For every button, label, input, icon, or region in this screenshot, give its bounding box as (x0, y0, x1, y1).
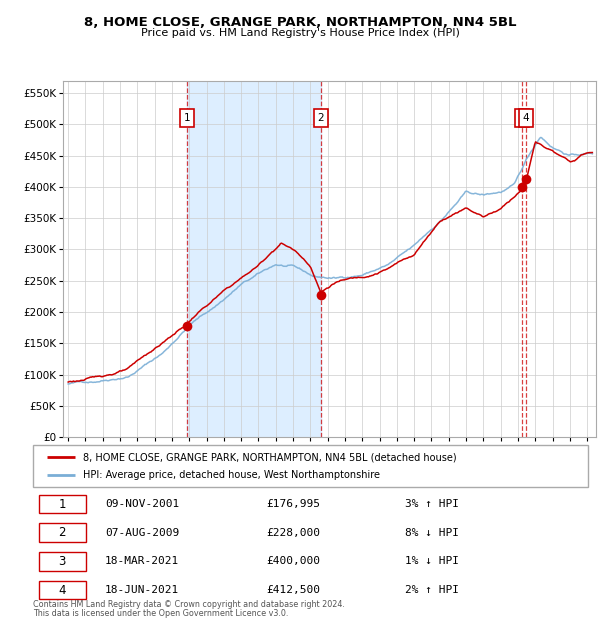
Text: 2% ↑ HPI: 2% ↑ HPI (405, 585, 459, 595)
Text: 8, HOME CLOSE, GRANGE PARK, NORTHAMPTON, NN4 5BL: 8, HOME CLOSE, GRANGE PARK, NORTHAMPTON,… (84, 16, 516, 29)
Text: 2: 2 (58, 526, 66, 539)
Text: 2: 2 (317, 113, 324, 123)
FancyBboxPatch shape (38, 495, 86, 513)
Text: Contains HM Land Registry data © Crown copyright and database right 2024.: Contains HM Land Registry data © Crown c… (33, 600, 345, 609)
Text: £412,500: £412,500 (266, 585, 320, 595)
Text: £400,000: £400,000 (266, 557, 320, 567)
Text: 1: 1 (184, 113, 190, 123)
FancyBboxPatch shape (38, 552, 86, 571)
FancyBboxPatch shape (33, 445, 588, 487)
Text: 3% ↑ HPI: 3% ↑ HPI (405, 499, 459, 509)
Text: 8% ↓ HPI: 8% ↓ HPI (405, 528, 459, 538)
Text: 18-MAR-2021: 18-MAR-2021 (105, 557, 179, 567)
Bar (187, 81, 321, 437)
Text: HPI: Average price, detached house, West Northamptonshire: HPI: Average price, detached house, West… (83, 470, 380, 480)
Text: 1: 1 (58, 498, 66, 511)
Text: 4: 4 (523, 113, 529, 123)
FancyBboxPatch shape (38, 581, 86, 600)
FancyBboxPatch shape (38, 523, 86, 542)
Text: £176,995: £176,995 (266, 499, 320, 509)
Text: 09-NOV-2001: 09-NOV-2001 (105, 499, 179, 509)
Text: 07-AUG-2009: 07-AUG-2009 (105, 528, 179, 538)
Text: 3: 3 (58, 555, 66, 568)
Text: Price paid vs. HM Land Registry's House Price Index (HPI): Price paid vs. HM Land Registry's House … (140, 28, 460, 38)
Text: 8, HOME CLOSE, GRANGE PARK, NORTHAMPTON, NN4 5BL (detached house): 8, HOME CLOSE, GRANGE PARK, NORTHAMPTON,… (83, 452, 457, 462)
Text: 3: 3 (518, 113, 525, 123)
Text: 1% ↓ HPI: 1% ↓ HPI (405, 557, 459, 567)
Text: 18-JUN-2021: 18-JUN-2021 (105, 585, 179, 595)
Text: This data is licensed under the Open Government Licence v3.0.: This data is licensed under the Open Gov… (33, 608, 289, 618)
Text: £228,000: £228,000 (266, 528, 320, 538)
Text: 4: 4 (58, 583, 66, 596)
